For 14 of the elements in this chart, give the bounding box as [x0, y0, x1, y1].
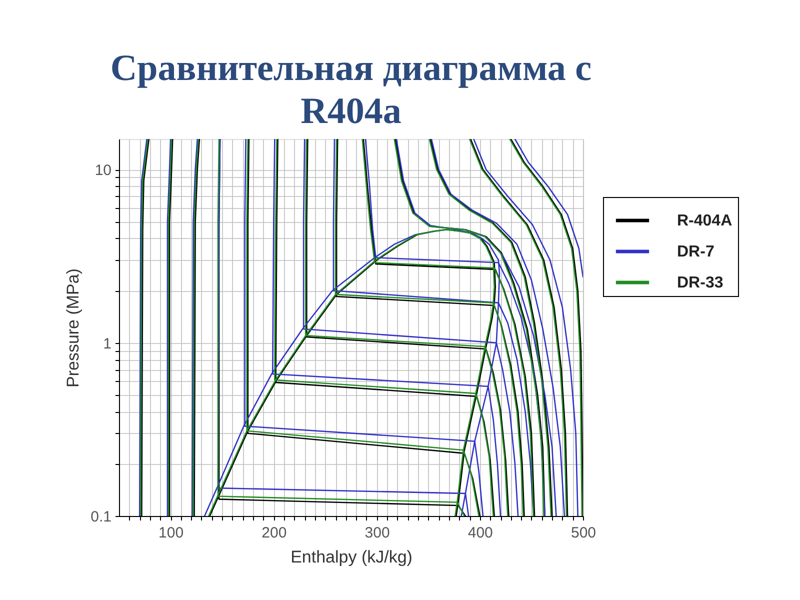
x-tick-label: 400: [468, 524, 493, 542]
x-axis-title: Enthalpy (kJ/kg): [290, 548, 412, 566]
legend-label: R-404A: [677, 212, 733, 230]
x-tick-label: 200: [262, 524, 287, 542]
legend-label: DR-7: [677, 244, 714, 260]
y-tick-label: 10: [94, 162, 112, 180]
legend-label: DR-33: [677, 274, 724, 292]
chart-title: Сравнительная диаграмма с R404a: [110, 48, 592, 132]
y-tick-label: 0.1: [90, 508, 112, 526]
y-tick-label: 1: [103, 335, 112, 352]
x-tick-label: 100: [158, 524, 184, 542]
x-tick-label: 500: [570, 524, 596, 542]
x-tick-label: 300: [364, 524, 390, 542]
y-axis-title: Pressure (MPa): [64, 268, 83, 388]
